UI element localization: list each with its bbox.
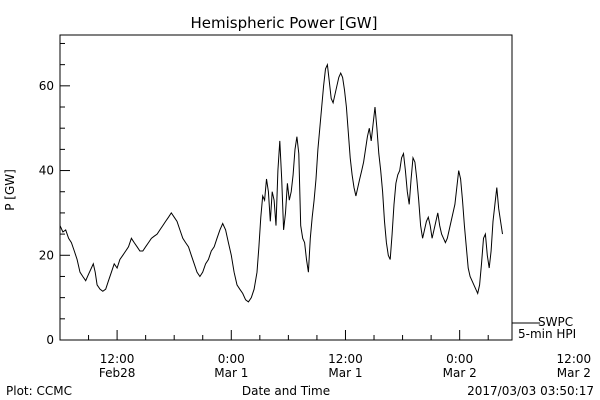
- x-tick-label-time: 12:00: [328, 352, 363, 366]
- y-axis: 0 20 40 60: [39, 42, 70, 347]
- x-tick-label-time: 0:00: [446, 352, 473, 366]
- x-axis-label: Date and Time: [242, 384, 330, 398]
- swpc-label: SWPC: [538, 315, 573, 329]
- timestamp: 2017/03/03 03:50:17: [467, 384, 594, 398]
- chart-title: Hemispheric Power [GW]: [191, 14, 378, 32]
- series-line: [59, 62, 503, 303]
- x-tick-label-time: 0:00: [218, 352, 245, 366]
- plot-credit: Plot: CCMC: [6, 384, 72, 398]
- hpi-label: 5-min HPI: [518, 327, 576, 341]
- plot-frame: [59, 34, 513, 341]
- x-tick-label-time: 12:00: [100, 352, 135, 366]
- y-tick-label: 40: [39, 164, 54, 178]
- y-axis-label: P [GW]: [3, 169, 17, 211]
- y-tick-label: 0: [46, 333, 54, 347]
- x-tick-label-date: Mar 1: [328, 366, 362, 380]
- x-tick-label-time: 12:00: [557, 352, 592, 366]
- y-tick-label: 20: [39, 248, 54, 262]
- x-tick-label-date: Mar 2: [557, 366, 591, 380]
- x-tick-label-date: Mar 1: [214, 366, 248, 380]
- y-tick-label: 60: [39, 79, 54, 93]
- x-tick-label-date: Mar 2: [443, 366, 477, 380]
- x-tick-label-date: Feb28: [99, 366, 136, 380]
